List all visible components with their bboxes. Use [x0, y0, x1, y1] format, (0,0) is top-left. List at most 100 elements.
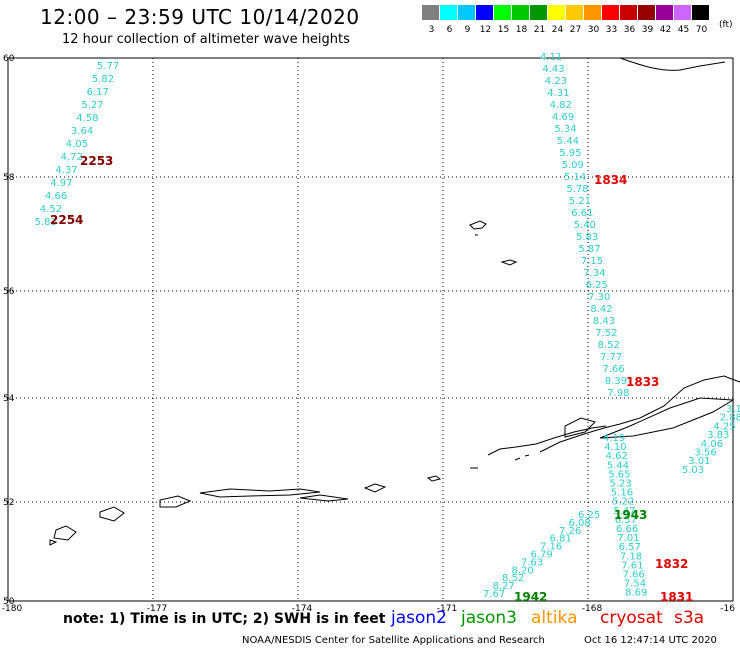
- wave-height-value: 5.78: [566, 184, 588, 195]
- scale-label: 3: [428, 25, 435, 35]
- wave-height-value: 4.05: [66, 139, 88, 150]
- pass-label-1943: 1943: [614, 508, 647, 522]
- wave-height-value: 8.43: [593, 316, 615, 327]
- wave-height-value: 6.61: [571, 208, 593, 219]
- wave-height-value: 7.66: [602, 364, 624, 375]
- wave-height-value: 7.98: [607, 388, 629, 399]
- wave-height-value: 5.95: [559, 148, 581, 159]
- scale-label: 18: [515, 25, 528, 35]
- wave-height-value: 5.14: [564, 172, 586, 183]
- wave-height-value: 5.44: [557, 136, 579, 147]
- scale-label: 9: [464, 25, 471, 35]
- wave-height-value: 4.58: [76, 113, 98, 124]
- wave-height-value: 8.27: [493, 581, 515, 592]
- satellite-legend-cryosat: cryosat: [600, 608, 663, 628]
- wave-height-value: 4.97: [50, 178, 72, 189]
- scale-swatch: [530, 5, 547, 20]
- wave-height-value: 3.14: [726, 404, 740, 415]
- wave-height-value: 7.52: [595, 328, 617, 339]
- scale-label: 12: [479, 25, 492, 35]
- satellite-legend-jason3: jason3: [461, 608, 517, 628]
- credit-line: NOAA/NESDIS Center for Satellite Applica…: [242, 635, 545, 646]
- scale-swatch: [476, 5, 493, 20]
- wave-height-value: 5.16: [611, 488, 633, 499]
- scale-label: 33: [605, 25, 618, 35]
- wave-height-value: 4.72: [61, 152, 83, 163]
- pass-label-1832: 1832: [655, 557, 688, 571]
- wave-height-value: 6.66: [616, 524, 638, 535]
- scale-label: 70: [695, 25, 708, 35]
- wave-height-value: 6.79: [531, 550, 553, 561]
- map-frame: [7, 57, 734, 602]
- wave-height-value: 7.18: [620, 551, 642, 562]
- wave-height-value: 7.34: [583, 268, 605, 279]
- page-title: 12:00 – 23:59 UTC 10/14/2020: [40, 5, 360, 29]
- pass-label-1834: 1834: [594, 173, 627, 187]
- scale-label: 42: [659, 25, 672, 35]
- pass-time-labels: 2253 2254 1834 1833 1943 1832 1942 1831: [50, 154, 693, 604]
- satellite-legend-s3a: s3a: [674, 608, 705, 628]
- scale-swatch: [458, 5, 475, 20]
- wave-height-value: 7.26: [559, 526, 581, 537]
- wave-height-value: 5.40: [574, 220, 596, 231]
- x-tick-label: -177: [147, 604, 167, 614]
- scale-label: 6: [446, 25, 453, 35]
- wave-height-value: 4.66: [45, 191, 67, 202]
- x-tick-label: -16: [720, 604, 735, 614]
- wave-height-value: 7.61: [621, 560, 643, 571]
- wave-height-value: 5.22: [612, 497, 634, 508]
- wave-height-value: 6.17: [87, 87, 109, 98]
- wave-height-value: 5.03: [682, 465, 704, 476]
- y-tick-label: 56: [3, 287, 15, 297]
- footer-note: note: 1) Time is in UTC; 2) SWH is in fe…: [63, 611, 386, 627]
- y-axis-ticks: 60 58 56 54 52 50: [3, 54, 15, 607]
- wave-height-value: 6.57: [615, 515, 637, 526]
- wave-height-value: 7.30: [588, 292, 610, 303]
- scale-label: 15: [497, 25, 510, 35]
- y-tick-label: 58: [3, 173, 15, 183]
- wave-height-value: 5.44: [607, 460, 629, 471]
- lat-lon-grid: [8, 58, 733, 601]
- wave-height-value: 6.25: [578, 510, 600, 521]
- wave-height-value: 7.15: [581, 256, 603, 267]
- wave-height-value: 4.43: [542, 64, 564, 75]
- scale-unit: (ft): [719, 20, 733, 30]
- scale-label: 30: [587, 25, 600, 35]
- scale-label: 21: [533, 25, 546, 35]
- satellite-legend-jason2: jason2: [391, 608, 447, 628]
- scale-label: 27: [569, 25, 582, 35]
- wave-height-value: 4.06: [701, 439, 723, 450]
- coastline: [49, 57, 740, 546]
- wave-height-value: 8.20: [512, 565, 534, 576]
- y-tick-label: 50: [3, 597, 15, 607]
- scale-swatch: [602, 5, 619, 20]
- wave-height-value: 7.54: [624, 579, 646, 590]
- y-tick-label: 60: [3, 54, 15, 64]
- wave-height-value: 6.08: [569, 518, 591, 529]
- wave-height-value: 7.63: [521, 557, 543, 568]
- scale-swatch: [422, 5, 439, 20]
- scale-swatch: [638, 5, 655, 20]
- satellite-legend-altika: altika: [531, 608, 578, 628]
- wave-height-value: 5.47: [613, 506, 635, 517]
- wave-height-value: 4.62: [606, 451, 628, 462]
- scale-swatch: [692, 5, 709, 20]
- wave-height-value: 6.57: [619, 542, 641, 553]
- wave-height-value: 8.52: [502, 573, 524, 584]
- pass-label-2254: 2254: [50, 213, 83, 227]
- wave-height-value: 5.09: [562, 160, 584, 171]
- pass-label-1942: 1942: [514, 590, 547, 604]
- wave-height-value: 3.01: [688, 456, 710, 467]
- wave-height-value: 4.69: [552, 112, 574, 123]
- scale-label: 24: [551, 25, 564, 35]
- scale-swatch: [440, 5, 457, 20]
- wave-height-value: 8.39: [605, 376, 627, 387]
- x-tick-label: -174: [292, 604, 313, 614]
- scale-label: 39: [641, 25, 654, 35]
- wave-height-value: 4.10: [604, 442, 626, 453]
- y-tick-label: 52: [3, 498, 14, 508]
- pass-label-1833: 1833: [626, 375, 659, 389]
- wave-height-value: 5.83: [35, 217, 57, 228]
- generated-timestamp: Oct 16 12:47:14 UTC 2020: [584, 635, 717, 646]
- x-tick-label: -171: [437, 604, 457, 614]
